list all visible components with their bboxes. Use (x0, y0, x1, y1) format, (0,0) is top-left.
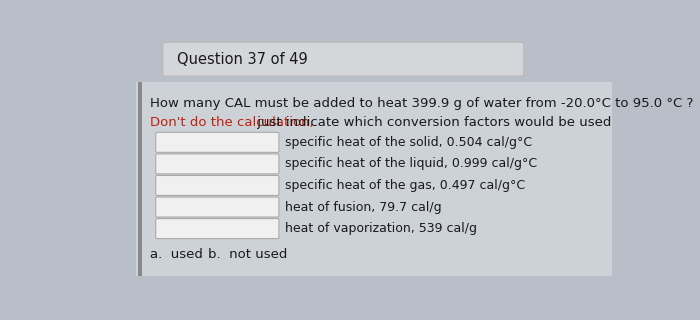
Text: a.  used: a. used (150, 248, 202, 261)
FancyBboxPatch shape (155, 197, 279, 217)
Text: specific heat of the gas, 0.497 cal/g°C: specific heat of the gas, 0.497 cal/g°C (285, 179, 525, 192)
Text: heat of vaporization, 539 cal/g: heat of vaporization, 539 cal/g (285, 222, 477, 235)
FancyBboxPatch shape (155, 154, 279, 174)
Text: How many CAL must be added to heat 399.9 g of water from -20.0°C to 95.0 °C ?: How many CAL must be added to heat 399.9… (150, 97, 693, 110)
Text: heat of fusion, 79.7 cal/g: heat of fusion, 79.7 cal/g (285, 201, 442, 213)
Text: just indicate which conversion factors would be used: just indicate which conversion factors w… (253, 116, 612, 129)
FancyBboxPatch shape (155, 132, 279, 152)
FancyBboxPatch shape (136, 82, 612, 276)
Text: Don't do the calculation,: Don't do the calculation, (150, 116, 314, 129)
Text: specific heat of the liquid, 0.999 cal/g°C: specific heat of the liquid, 0.999 cal/g… (285, 157, 538, 171)
Text: Question 37 of 49: Question 37 of 49 (176, 52, 307, 67)
FancyBboxPatch shape (155, 175, 279, 196)
Bar (138, 82, 141, 276)
Text: b.  not used: b. not used (208, 248, 287, 261)
FancyBboxPatch shape (155, 219, 279, 239)
Text: specific heat of the solid, 0.504 cal/g°C: specific heat of the solid, 0.504 cal/g°… (285, 136, 532, 149)
FancyBboxPatch shape (162, 42, 524, 76)
